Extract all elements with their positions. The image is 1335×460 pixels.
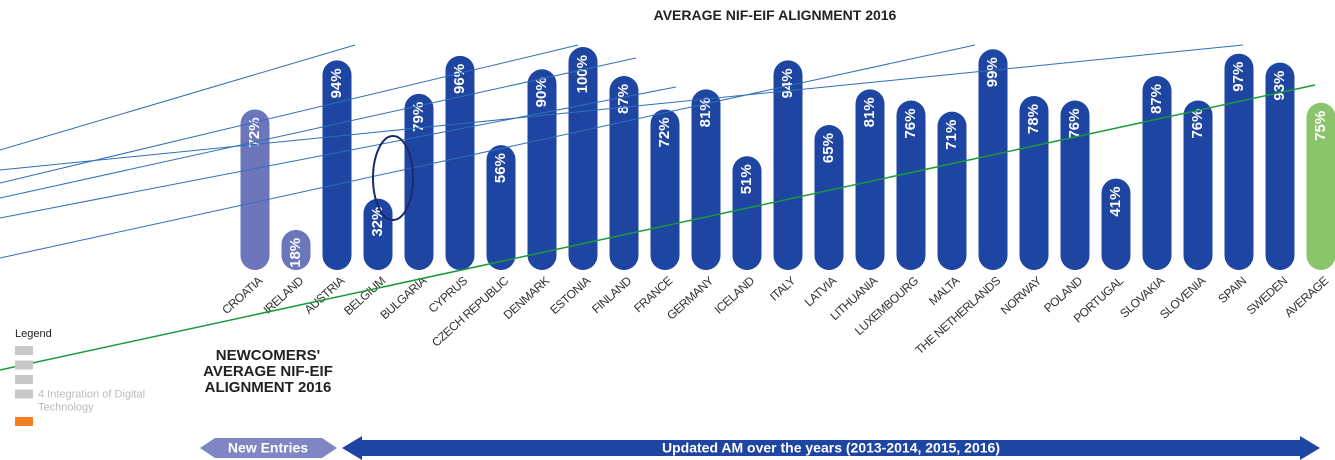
bar [527,69,557,270]
updated-label: Updated AM over the years (2013-2014, 20… [662,440,1000,456]
bar [1306,102,1335,270]
bar [732,156,762,270]
x-tick-label: SLOVENIA [1157,273,1208,321]
value-label: 32% [369,207,386,237]
value-label: 81% [861,97,878,127]
value-label: 72% [656,117,673,147]
highlight-ellipse [372,135,414,221]
newcomers-title: NEWCOMERS' AVERAGE NIF-EIF ALIGNMENT 201… [203,347,333,396]
bar [1142,75,1172,271]
value-label: 65% [820,133,837,163]
x-tick-label: CROATIA [219,273,265,316]
legend-swatch [15,389,33,399]
chart-title: AVERAGE NIF-EIF ALIGNMENT 2016 [654,7,897,23]
legend-label: 4 Integration of Digital Technology [38,389,145,414]
x-tick-label: FINLAND [589,273,635,316]
bar [978,49,1008,271]
x-tick-label: ICELAND [712,273,758,316]
value-label: 87% [615,84,632,114]
x-tick-label: NORWAY [998,273,1044,317]
x-tick-label: MALTA [926,273,962,308]
bar [486,145,516,270]
bar [814,125,844,270]
bar [650,109,680,270]
value-label: 76% [1189,109,1206,139]
legend-swatch [15,417,33,426]
value-label: 81% [697,97,714,127]
value-label: 71% [943,120,960,150]
bar [1183,100,1213,271]
x-tick-label: DENMARK [501,274,553,323]
new-entries-label: New Entries [228,440,308,456]
value-label: 41% [1107,187,1124,217]
annotation-lines [0,44,1244,259]
x-tick-label: AUSTRIA [302,273,348,316]
legend-title: Legend [15,328,52,340]
legend-swatch [15,360,33,370]
bar [937,111,967,270]
value-label: 56% [492,153,509,183]
bar [1265,62,1295,270]
value-label: 76% [1066,109,1083,139]
value-label: 99% [984,57,1001,87]
bar [855,89,885,271]
value-label: 93% [1271,71,1288,101]
value-label: 90% [533,77,550,107]
trend-line [0,84,1316,371]
value-label: 78% [1025,104,1042,134]
value-label: 75% [1312,111,1329,141]
value-label: 76% [902,109,919,139]
x-tick-label: GERMANY [664,274,716,323]
value-label: 94% [328,68,345,98]
value-label: 79% [410,102,427,132]
value-label: 94% [779,68,796,98]
bar [773,60,803,270]
updated-arrow [342,436,1320,460]
legend: 4 Integration of Digital Technology [15,346,145,426]
value-label: 18% [287,238,304,268]
x-tick-label: LATVIA [802,274,840,310]
bar [445,55,475,270]
bar [568,47,598,270]
bar [609,75,639,271]
bar [1101,178,1131,270]
bar [1019,96,1049,270]
bar [1224,53,1254,270]
value-label: 100% [574,55,591,93]
x-tick-label: ESTONIA [547,274,593,317]
bar [240,109,270,270]
new-entries-arrow [200,438,337,458]
bar [322,60,352,270]
legend-swatch [15,375,33,384]
value-label: 51% [738,164,755,194]
x-tick-label: SPAIN [1215,274,1249,306]
bar [1060,100,1090,271]
value-label: 96% [451,64,468,94]
bar [691,89,721,271]
x-tick-label: AVERAGE [1282,274,1332,321]
legend-swatch [15,346,33,355]
x-tick-label: BULGARIA [378,273,430,322]
value-label: 87% [1148,84,1165,114]
x-tick-label: IRELAND [261,273,307,316]
value-label: 72% [246,117,263,147]
value-label: 97% [1230,62,1247,92]
bar [281,229,311,270]
x-tick-label: CZECH REPUBLIC [429,273,512,349]
bar [896,100,926,271]
x-tick-label: ITALY [767,274,798,304]
legend-line: Technology [38,402,94,414]
legend-line: 4 Integration of Digital [38,389,145,401]
